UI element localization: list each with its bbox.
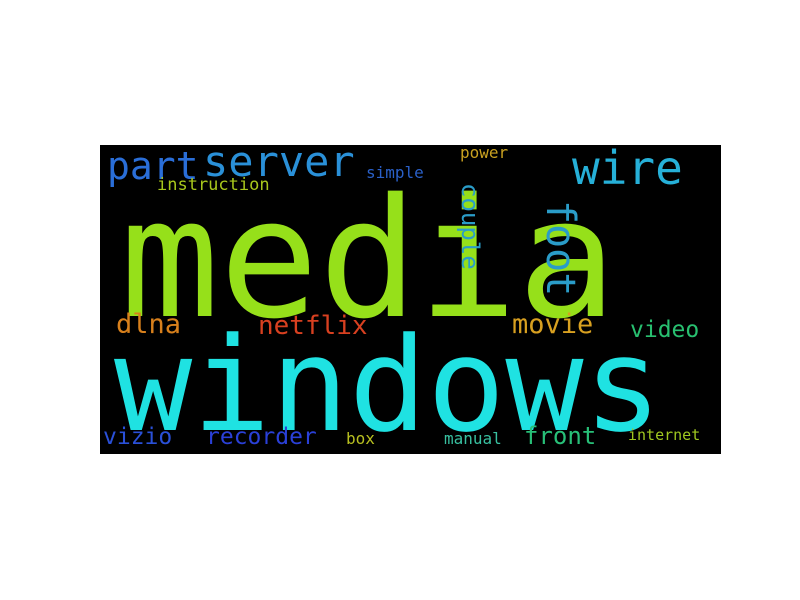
word-media: media [120, 163, 617, 355]
word-windows: windows [114, 309, 662, 454]
word-internet: internet [628, 426, 701, 444]
word-video: video [630, 317, 700, 343]
word-foot: foot [537, 200, 583, 297]
word-couple: couple [456, 183, 484, 270]
word-front: front [524, 422, 597, 450]
word-server: server [203, 145, 355, 186]
word-power: power [460, 145, 509, 162]
word-part: part [107, 145, 199, 188]
word-vizio: vizio [103, 424, 173, 450]
word-netflix: netflix [258, 311, 368, 341]
word-cloud: media windows server part wire foot coup… [100, 145, 721, 454]
word-movie: movie [512, 309, 594, 340]
word-recorder: recorder [206, 424, 317, 450]
word-manual: manual [444, 429, 502, 448]
word-wire: wire [572, 145, 683, 195]
word-dlna: dlna [116, 309, 182, 340]
word-instruction: instruction [157, 175, 270, 195]
word-box: box [346, 429, 375, 448]
word-simple: simple [366, 163, 424, 182]
